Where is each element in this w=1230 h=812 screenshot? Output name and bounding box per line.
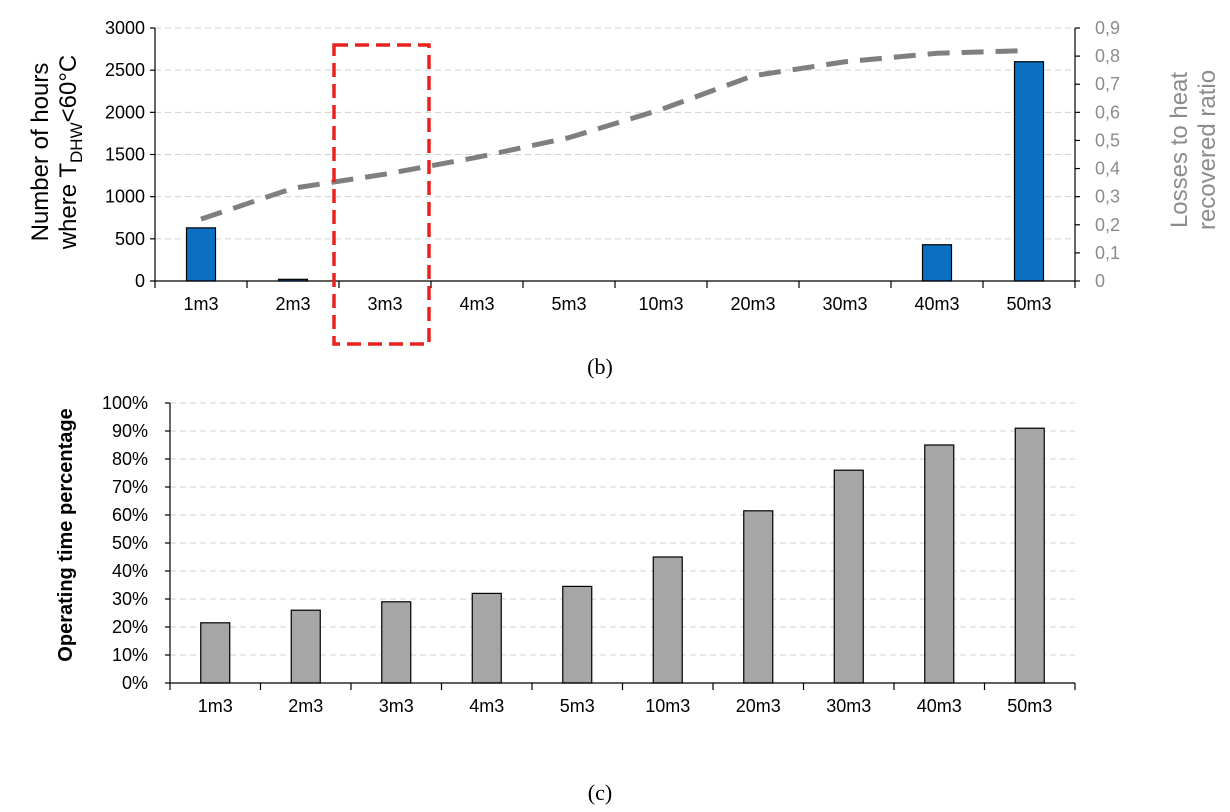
chart-b-right-tick-label: 0,4	[1095, 159, 1120, 179]
chart-b-right-tick-label: 0,3	[1095, 187, 1120, 207]
chart-c-category-label: 10m3	[645, 696, 690, 716]
chart-b-bar	[921, 244, 953, 282]
chart-b-right-tick-label: 0,2	[1095, 215, 1120, 235]
chart-c-bar	[381, 601, 412, 684]
chart-b-category-label: 50m3	[1006, 294, 1051, 314]
chart-b-right-tick-label: 0,1	[1095, 243, 1120, 263]
chart-b-left-tick-labels: 0 500 1000 1500 2000 2500 3000	[105, 18, 145, 291]
chart-c-bar	[833, 469, 864, 684]
chart-b-bar	[185, 227, 217, 282]
chart-b-right-tick-label: 0,9	[1095, 18, 1120, 38]
chart-b-category-label: 30m3	[822, 294, 867, 314]
chart-b-bars	[185, 61, 1045, 282]
chart-c-category-label: 2m3	[288, 696, 323, 716]
chart-b-left-tick-label: 1000	[105, 187, 145, 207]
chart-b-category-label: 5m3	[551, 294, 586, 314]
chart-c-tick-label: 60%	[112, 505, 148, 525]
chart-b-category-label: 20m3	[730, 294, 775, 314]
chart-c-category-label: 30m3	[826, 696, 871, 716]
chart-b-category-label: 4m3	[459, 294, 494, 314]
chart-b-right-tick-label: 0	[1095, 271, 1105, 291]
chart-c-bar	[471, 592, 502, 684]
chart-c-tick-label: 70%	[112, 477, 148, 497]
chart-b-left-tick-label: 3000	[105, 18, 145, 38]
chart-c-bars	[200, 427, 1045, 684]
chart-b-bar	[1013, 61, 1045, 282]
chart-b-ylabel-line1: Number of hours	[27, 63, 54, 242]
chart-c-category-label: 1m3	[198, 696, 233, 716]
chart-c-tick-label: 0%	[122, 673, 148, 693]
chart-c-tick-label: 90%	[112, 421, 148, 441]
chart-b-left-tick-label: 2500	[105, 60, 145, 80]
chart-c-caption: (c)	[588, 780, 612, 805]
chart-b-left-tick-label: 1500	[105, 145, 145, 165]
chart-b-category-label: 10m3	[638, 294, 683, 314]
chart-b-right-tick-label: 0,7	[1095, 74, 1120, 94]
chart-c-category-labels: 1m3 2m3 3m3 4m3 5m3 10m3 20m3 30m3 40m3 50m3	[198, 696, 1053, 716]
chart-b-line	[200, 47, 1030, 222]
chart-b-right-tick-label: 0,6	[1095, 102, 1120, 122]
chart-c-tick-label: 30%	[112, 589, 148, 609]
chart-b-category-label: 40m3	[914, 294, 959, 314]
chart-c-bar	[200, 622, 231, 684]
chart-c-category-label: 40m3	[917, 696, 962, 716]
chart-c: 0% 10% 20% 30% 40% 50% 60% 70% 80% 90% 100% 1m3 2m3…	[55, 393, 1076, 805]
chart-b-axes	[150, 27, 1080, 288]
chart-c-bar	[290, 609, 321, 684]
chart-c-bar	[924, 444, 955, 684]
chart-b-right-tick-labels: 0 0,1 0,2 0,3 0,4 0,5 0,6 0,7 0,8 0,9	[1095, 18, 1120, 291]
chart-c-category-label: 50m3	[1007, 696, 1052, 716]
chart-c-tick-label: 100%	[102, 393, 148, 413]
chart-b-y2label-line1: Losses to heat	[1166, 72, 1193, 228]
chart-c-bar	[652, 556, 683, 684]
chart-c-axes	[165, 402, 1076, 690]
chart-c-tick-label: 50%	[112, 533, 148, 553]
chart-b-y2label-line2: recovered ratio	[1194, 70, 1221, 230]
chart-c-bar	[562, 585, 593, 684]
chart-c-category-label: 5m3	[560, 696, 595, 716]
chart-b-left-tick-label: 500	[115, 229, 145, 249]
chart-b-left-tick-label: 0	[135, 271, 145, 291]
chart-b-category-label: 3m3	[367, 294, 402, 314]
chart-c-ylabel: Operating time percentage	[55, 408, 77, 661]
chart-c-tick-label: 10%	[112, 645, 148, 665]
chart-c-category-label: 4m3	[469, 696, 504, 716]
chart-b-left-tick-label: 2000	[105, 102, 145, 122]
chart-c-category-label: 3m3	[379, 696, 414, 716]
chart-c-tick-label: 20%	[112, 617, 148, 637]
chart-b-right-tick-label: 0,5	[1095, 130, 1120, 150]
chart-b: 0 500 1000 1500 2000 2500 3000 0 0,1 0,2 0,3 0,4 0,…	[27, 18, 1221, 379]
chart-b-gridlines	[155, 27, 1075, 240]
chart-c-bar	[743, 510, 774, 684]
chart-c-bar	[1014, 427, 1045, 684]
chart-b-category-label: 2m3	[275, 294, 310, 314]
chart-c-tick-labels: 0% 10% 20% 30% 40% 50% 60% 70% 80% 90% 100%	[102, 393, 148, 693]
chart-b-line-series	[200, 47, 1030, 222]
chart-c-tick-label: 40%	[112, 561, 148, 581]
chart-b-category-labels: 1m3 2m3 3m3 4m3 5m3 10m3 20m3 30m3 40m3 50m3	[183, 294, 1051, 314]
chart-b-highlight-rect	[332, 43, 431, 346]
chart-b-category-label: 1m3	[183, 294, 218, 314]
chart-b-right-tick-label: 0,8	[1095, 46, 1120, 66]
chart-b-ylabel-line2: where TDHW<60°C	[55, 55, 86, 251]
chart-b-caption: (b)	[587, 354, 613, 379]
chart-c-category-label: 20m3	[736, 696, 781, 716]
chart-c-tick-label: 80%	[112, 449, 148, 469]
chart-b-highlight-box	[332, 43, 431, 346]
